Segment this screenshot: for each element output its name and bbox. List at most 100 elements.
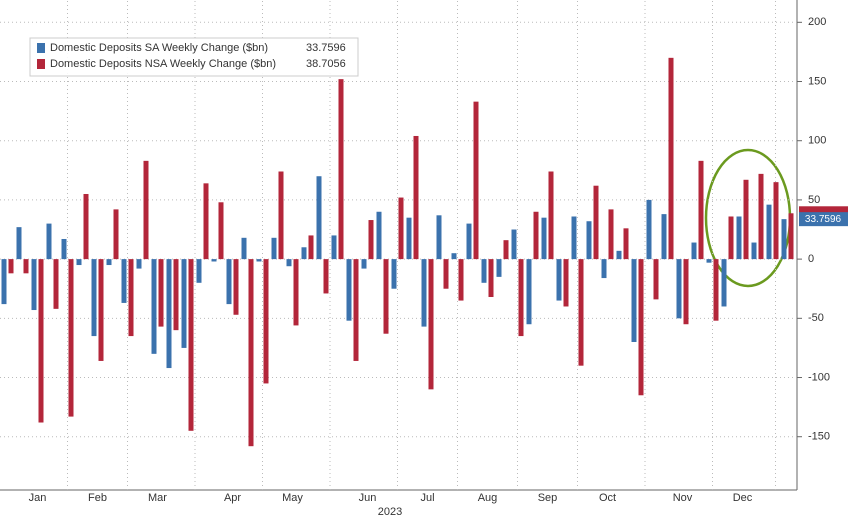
bar [361,259,367,269]
bar [46,223,52,260]
bar [518,259,524,337]
x-tick-label: Mar [148,492,167,504]
x-tick-label: Jan [29,492,47,504]
bar [383,259,389,334]
bar [23,259,29,274]
bar [188,259,194,431]
bar [76,259,82,266]
bar [271,237,277,260]
y-tick-label: -100 [808,371,830,383]
bar [113,209,119,260]
bar [458,259,464,301]
bar [16,227,22,260]
bar [473,101,479,260]
bar [623,228,629,260]
bar [631,259,637,342]
bar [353,259,359,361]
legend-box [29,37,359,77]
bar [481,259,487,283]
bar [248,259,254,447]
bar [413,135,419,260]
bar [293,259,299,326]
x-tick-label: Aug [478,492,498,504]
bar [676,259,682,319]
bar [226,259,232,305]
bar [436,215,442,260]
bar [451,253,457,260]
bar [256,259,262,262]
bar [376,211,382,260]
bar [668,57,674,260]
x-tick-label: Feb [88,492,107,504]
y-tick-label: 0 [808,253,814,265]
y-tick-label: 50 [808,194,820,206]
bar [608,209,614,260]
legend-label: Domestic Deposits SA Weekly Change ($bn) [50,42,268,54]
bar [496,259,502,277]
x-tick-label: May [282,492,303,504]
bar [548,171,554,260]
bar [83,193,89,260]
bar [143,160,149,260]
x-tick-label: Apr [224,492,241,504]
bar [338,79,344,260]
bar [556,259,562,301]
bar [391,259,397,289]
bar [773,182,779,260]
bar [316,176,322,260]
bar [698,160,704,260]
bar [601,259,607,279]
x-tick-label: Jun [359,492,377,504]
x-tick-label: Oct [599,492,616,504]
bar [233,259,239,315]
bar [181,259,187,348]
bar [788,213,794,260]
bar [503,240,509,260]
bar [533,211,539,260]
bar [443,259,449,289]
bar [1,259,7,305]
bar [578,259,584,366]
bar [368,220,374,260]
bar [488,259,494,298]
legend-label: Domestic Deposits NSA Weekly Change ($bn… [50,58,276,70]
bar [128,259,134,337]
bar [706,259,712,263]
bar [203,183,209,260]
y-tick-label: 100 [808,135,826,147]
bar [646,199,652,260]
bar [758,173,764,260]
bar [526,259,532,325]
bar [241,237,247,260]
bar [151,259,157,354]
bar [781,219,787,260]
bar [166,259,172,369]
legend-value: 38.7056 [306,58,346,70]
bar [721,259,727,307]
bar [61,238,67,260]
bar [346,259,352,321]
bar [38,259,44,423]
bar [616,250,622,260]
bar [218,202,224,260]
bar [743,179,749,260]
bar [713,259,719,321]
bar [466,223,472,260]
last-value-label: 33.7596 [805,214,842,225]
last-value-tag [799,212,848,227]
bar [53,259,59,309]
bar [196,259,202,283]
x-tick-label: Sep [538,492,558,504]
x-axis-label: 2023 [378,506,402,518]
bar [766,204,772,260]
y-tick-label: 150 [808,75,826,87]
bar [638,259,644,396]
x-tick-label: Jul [420,492,434,504]
bar [31,259,37,311]
plot [0,1,795,490]
bar [286,259,292,267]
bar [653,259,659,300]
bar [683,259,689,325]
bar [323,259,329,294]
